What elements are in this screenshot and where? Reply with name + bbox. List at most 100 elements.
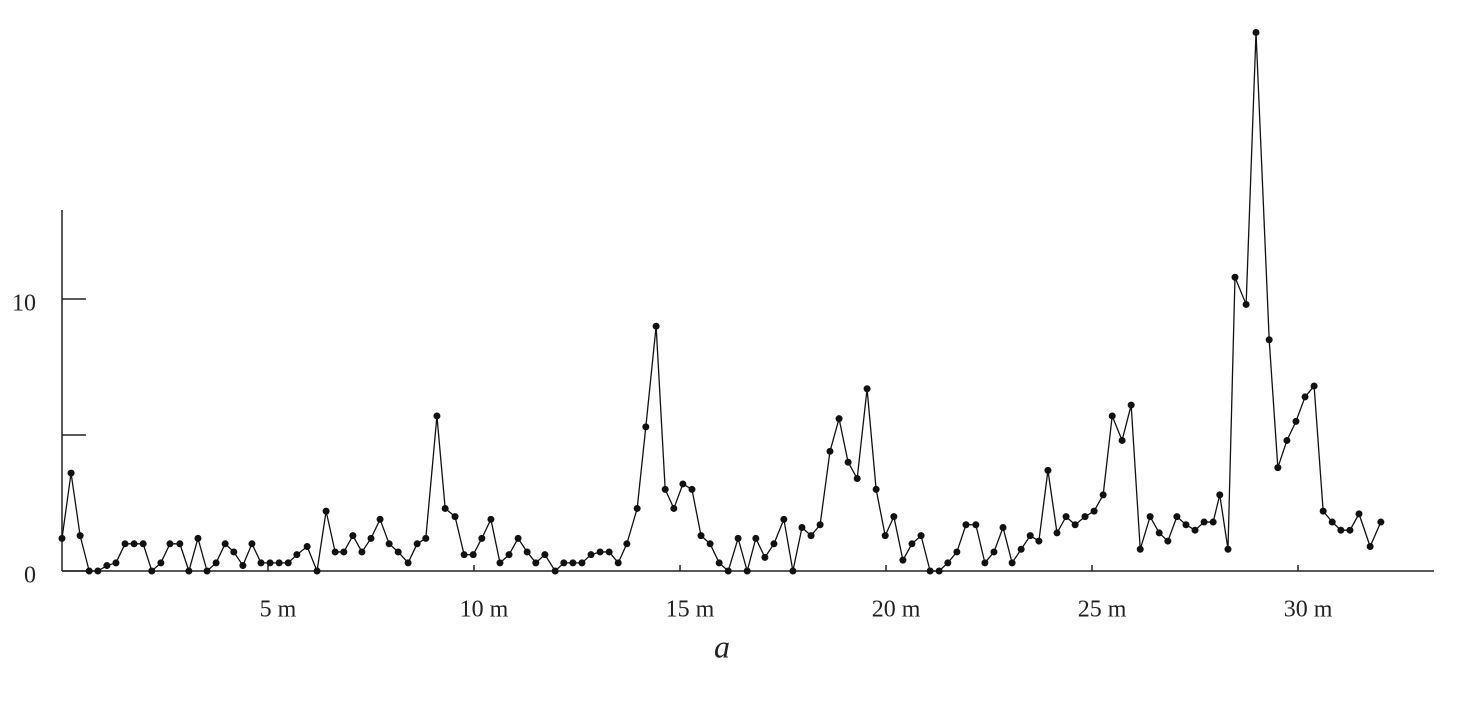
- data-point: [1035, 537, 1043, 545]
- data-point: [1224, 545, 1232, 553]
- data-point: [266, 559, 274, 567]
- data-point: [826, 447, 834, 455]
- data-point: [1274, 464, 1282, 472]
- data-point: [670, 504, 678, 512]
- x-tick-label: 5 m: [260, 597, 297, 623]
- data-point: [1252, 28, 1260, 36]
- data-point: [358, 548, 366, 556]
- data-point: [478, 534, 486, 542]
- x-tick-label: 20 m: [872, 597, 921, 623]
- data-point: [112, 559, 120, 567]
- data-point: [1044, 466, 1052, 474]
- data-point: [239, 562, 247, 570]
- data-point: [926, 567, 934, 575]
- data-point: [1346, 526, 1354, 534]
- data-point: [230, 548, 238, 556]
- data-point: [523, 548, 531, 556]
- data-point: [990, 548, 998, 556]
- data-point: [293, 551, 301, 559]
- data-point: [596, 548, 604, 556]
- data-point: [872, 485, 880, 493]
- data-point: [1319, 507, 1327, 515]
- data-point: [275, 559, 283, 567]
- data-point: [697, 532, 705, 540]
- data-point: [1366, 543, 1374, 551]
- data-point: [1216, 491, 1224, 499]
- data-point: [605, 548, 613, 556]
- data-point: [221, 540, 229, 548]
- x-tick-label: 25 m: [1078, 597, 1127, 623]
- data-point: [1265, 336, 1273, 344]
- data-point: [1182, 521, 1190, 529]
- data-point: [1377, 518, 1385, 526]
- data-point: [1090, 507, 1098, 515]
- data-point: [981, 559, 989, 567]
- data-point: [1301, 393, 1309, 401]
- data-point: [1053, 529, 1061, 537]
- data-point: [679, 480, 687, 488]
- data-point: [130, 540, 138, 548]
- data-point: [944, 559, 952, 567]
- data-point: [1191, 526, 1199, 534]
- data-point: [1062, 513, 1070, 521]
- data-point: [770, 540, 778, 548]
- data-point: [176, 540, 184, 548]
- data-point: [1081, 513, 1089, 521]
- data-line: [61, 32, 1382, 574]
- data-point: [496, 559, 504, 567]
- data-point: [58, 534, 66, 542]
- data-point: [157, 559, 165, 567]
- data-point: [313, 567, 321, 575]
- y-tick-label: 0: [24, 563, 36, 589]
- data-point: [322, 507, 330, 515]
- data-point: [917, 532, 925, 540]
- data-point: [76, 532, 84, 540]
- data-point: [422, 534, 430, 542]
- data-point: [752, 534, 760, 542]
- data-point: [890, 513, 898, 521]
- data-point: [1071, 521, 1079, 529]
- data-point: [331, 548, 339, 556]
- data-point: [560, 559, 568, 567]
- data-point: [642, 423, 650, 431]
- data-point: [1231, 273, 1239, 281]
- data-point: [248, 540, 256, 548]
- data-point: [103, 562, 111, 570]
- data-point: [441, 504, 449, 512]
- data-point: [1155, 529, 1163, 537]
- data-point: [121, 540, 129, 548]
- data-point: [688, 485, 696, 493]
- data-point: [413, 540, 421, 548]
- data-point: [505, 551, 513, 559]
- data-point: [761, 553, 769, 561]
- data-point: [743, 567, 751, 575]
- data-point: [1242, 300, 1250, 308]
- data-point: [1164, 537, 1172, 545]
- data-point: [816, 521, 824, 529]
- data-point: [340, 548, 348, 556]
- data-point: [1328, 518, 1336, 526]
- data-point: [385, 540, 393, 548]
- data-point: [194, 534, 202, 542]
- x-tick-label: 15 m: [666, 597, 715, 623]
- data-point: [1355, 510, 1363, 518]
- data-point: [212, 559, 220, 567]
- data-point: [85, 567, 93, 575]
- data-point: [349, 532, 357, 540]
- data-point: [1200, 518, 1208, 526]
- data-point: [798, 523, 806, 531]
- data-point: [94, 567, 102, 575]
- data-point: [734, 534, 742, 542]
- data-point: [587, 551, 595, 559]
- data-point: [578, 559, 586, 567]
- data-point: [908, 540, 916, 548]
- data-point: [514, 534, 522, 542]
- data-point: [706, 540, 714, 548]
- data-point: [367, 534, 375, 542]
- data-point: [633, 504, 641, 512]
- data-point: [614, 559, 622, 567]
- data-point: [1283, 436, 1291, 444]
- data-point: [376, 515, 384, 523]
- data-point: [881, 532, 889, 540]
